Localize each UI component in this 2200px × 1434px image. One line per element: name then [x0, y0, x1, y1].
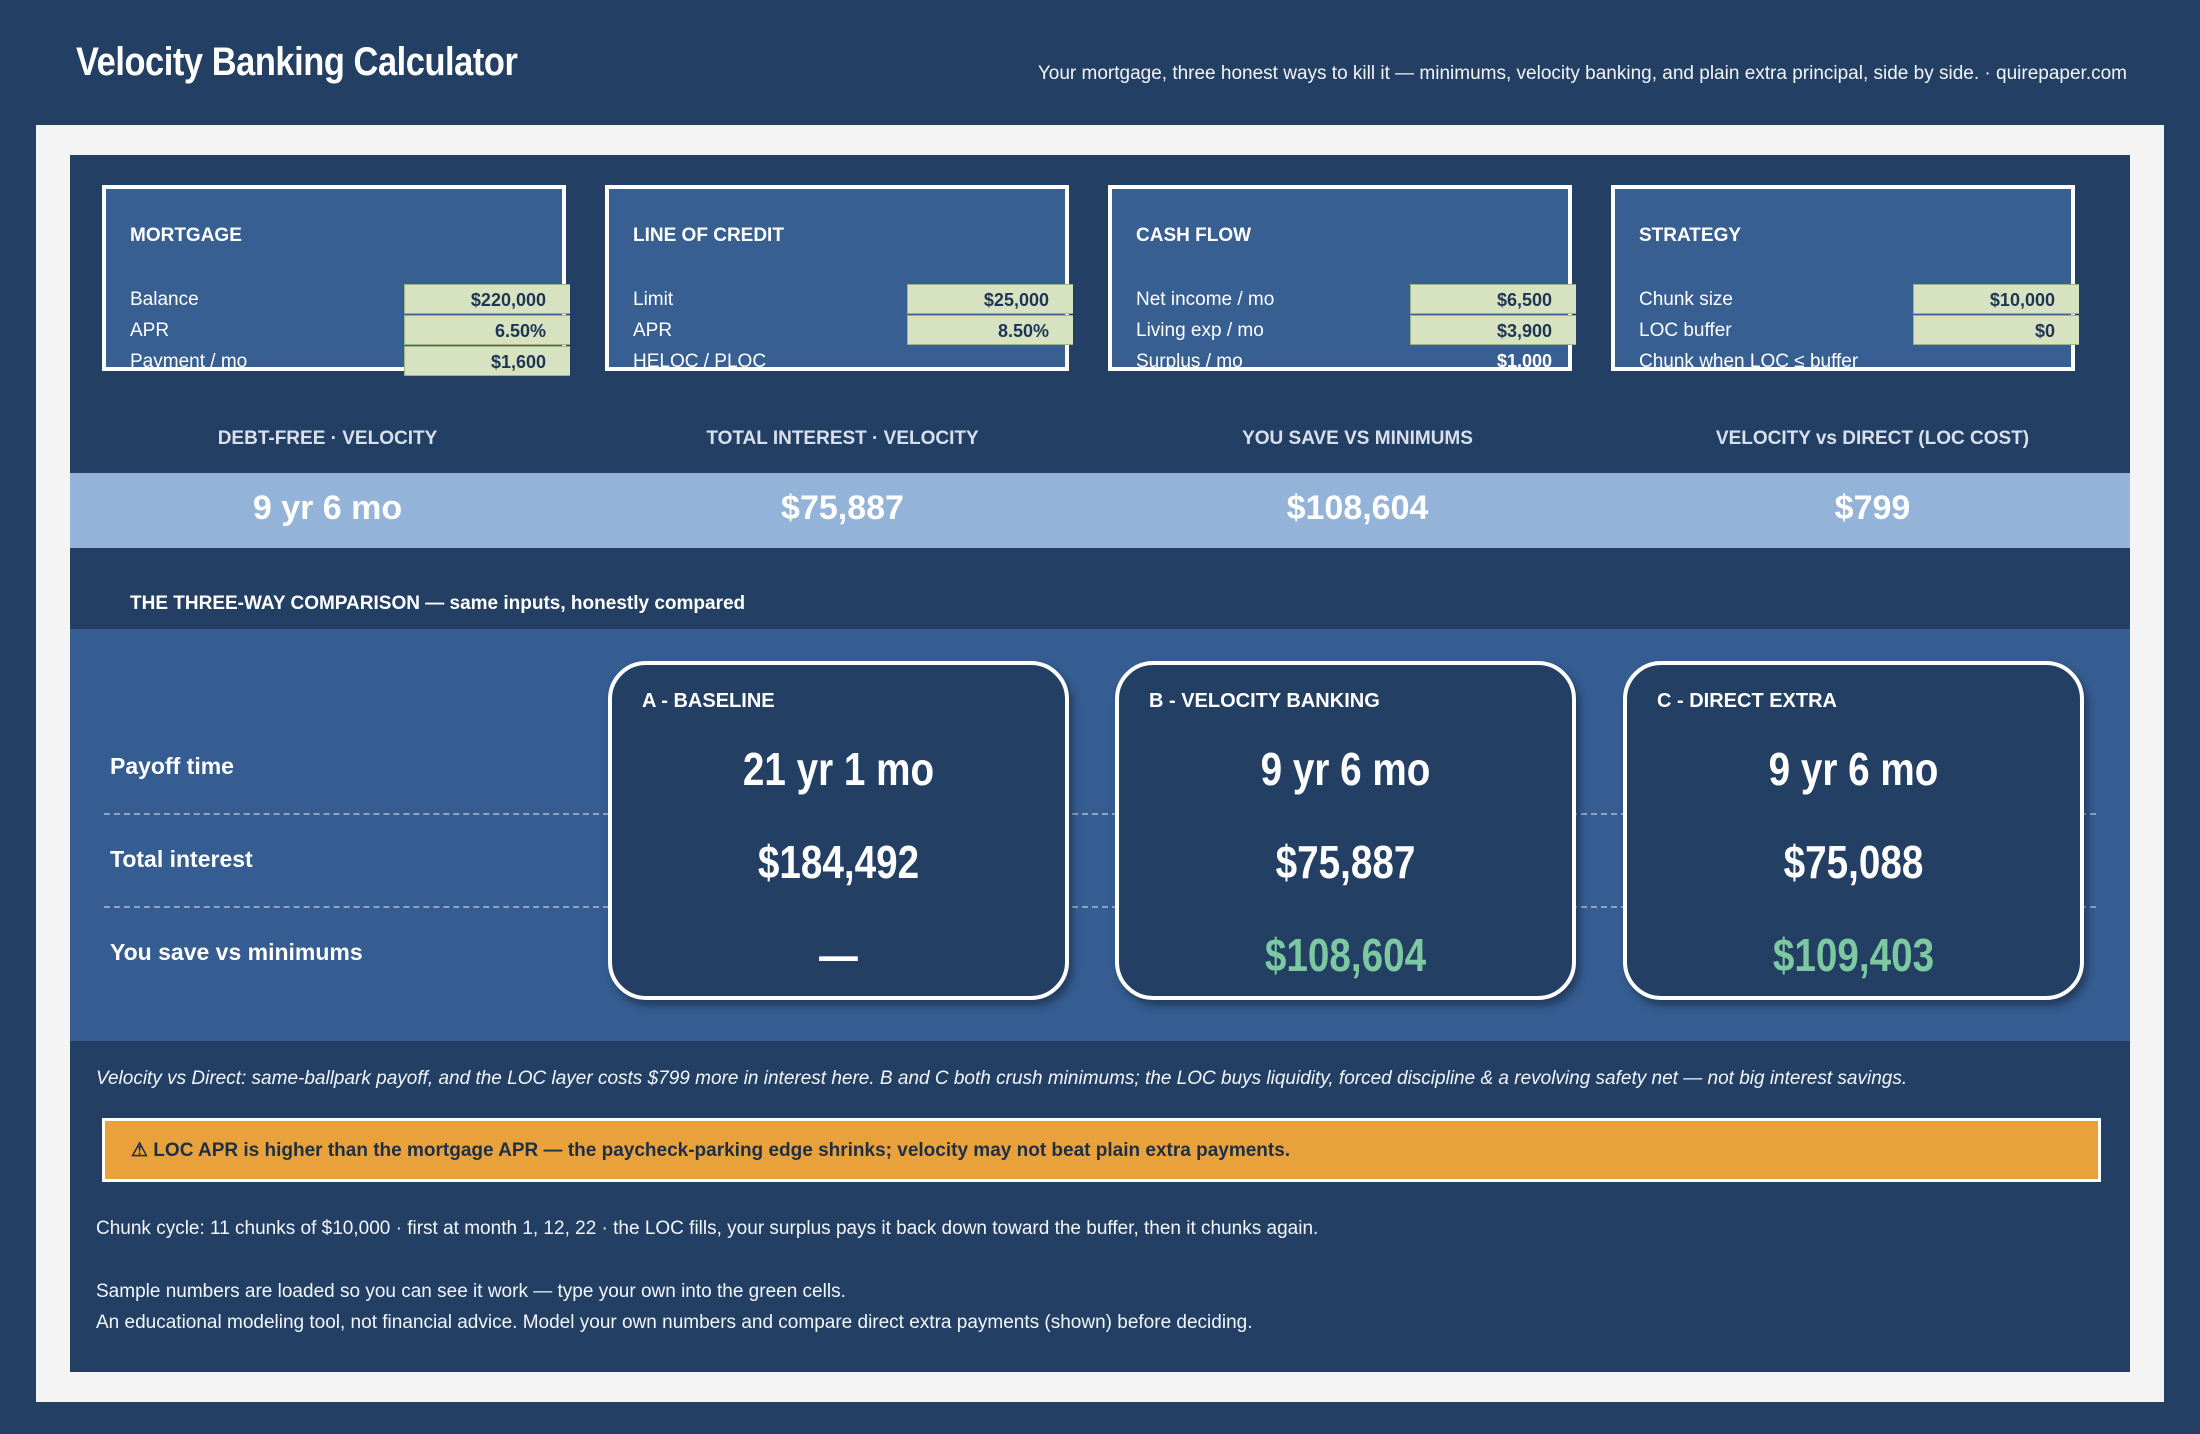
row-label: Living exp / mo — [1136, 320, 1264, 341]
mortgage-input-box: MORTGAGE Balance $220,000 APR 6.50% Paym… — [102, 185, 570, 376]
cash-flow-input-box: CASH FLOW Net income / mo $6,500 Living … — [1108, 185, 1576, 372]
row-label: Balance — [130, 289, 199, 310]
sample-note-text: Sample numbers are loaded so you can see… — [96, 1281, 846, 1302]
row-label: Net income / mo — [1136, 289, 1275, 310]
card-title: A - BASELINE — [642, 690, 775, 712]
payoff-time-value: 9 yr 6 mo — [1260, 743, 1431, 795]
metric-label-total-interest: Total interest — [110, 846, 253, 872]
input-row-loc-buffer: LOC buffer $0 — [1615, 315, 2079, 347]
input-row-chunk-rule: Chunk when LOC ≤ buffer — [1615, 346, 2071, 378]
kpi-label-total-interest: TOTAL INTEREST · VELOCITY — [706, 428, 979, 449]
loc-limit-input[interactable]: $25,000 — [907, 284, 1073, 314]
savings-value: $109,403 — [1772, 929, 1935, 981]
disclaimer-text: An educational modeling tool, not financ… — [96, 1312, 1253, 1333]
box-title: STRATEGY — [1639, 225, 1742, 246]
app-title: Velocity Banking Calculator — [76, 40, 518, 84]
surplus-value: $1,000 — [1496, 351, 1552, 371]
scenario-card-baseline: A - BASELINE 21 yr 1 mo $184,492 — — [608, 661, 1069, 1000]
mortgage-payment-input[interactable]: $1,600 — [404, 346, 570, 376]
kpi-label-debt-free: DEBT-FREE · VELOCITY — [217, 428, 438, 449]
row-label: APR — [633, 320, 673, 341]
kpi-label-savings: YOU SAVE VS MINIMUMS — [1242, 428, 1473, 449]
kpi-band — [70, 473, 2130, 548]
line-of-credit-input-box: LINE OF CREDIT Limit $25,000 APR 8.50% H… — [605, 185, 1073, 372]
kpi-value-loc-cost: $799 — [1834, 489, 1911, 527]
row-label: Surplus / mo — [1136, 351, 1243, 372]
payoff-time-value: 9 yr 6 mo — [1768, 743, 1939, 795]
box-title: CASH FLOW — [1136, 225, 1252, 246]
kpi-value-debt-free: 9 yr 6 mo — [252, 489, 403, 527]
box-title: MORTGAGE — [130, 225, 242, 246]
loc-apr-input[interactable]: 8.50% — [907, 315, 1073, 345]
total-interest-value: $184,492 — [757, 836, 920, 888]
input-row-heloc: HELOC / PLOC — [609, 346, 1065, 378]
calculator-sheet: MORTGAGE Balance $220,000 APR 6.50% Paym… — [70, 155, 2130, 1372]
loc-buffer-input[interactable]: $0 — [1913, 315, 2079, 345]
chunk-cycle-text: Chunk cycle: 11 chunks of $10,000 · firs… — [96, 1218, 1319, 1239]
comparison-note: Velocity vs Direct: same-ballpark payoff… — [96, 1068, 1908, 1089]
metric-label-payoff-time: Payoff time — [110, 753, 234, 779]
total-interest-value: $75,088 — [1783, 836, 1924, 888]
row-label: Payment / mo — [130, 351, 248, 372]
input-row-apr: APR 6.50% — [106, 315, 570, 347]
row-label: Chunk size — [1639, 289, 1733, 310]
input-row-apr: APR 8.50% — [609, 315, 1073, 347]
input-row-living-expenses: Living exp / mo $3,900 — [1112, 315, 1576, 347]
row-divider — [104, 813, 2096, 815]
total-interest-value: $75,887 — [1275, 836, 1416, 888]
savings-value: $108,604 — [1264, 929, 1427, 981]
input-row-surplus: Surplus / mo $1,000 — [1112, 346, 1568, 378]
input-row-limit: Limit $25,000 — [609, 284, 1073, 316]
warning-banner: ⚠ LOC APR is higher than the mortgage AP… — [102, 1118, 2101, 1182]
scenario-card-direct-extra: C - DIRECT EXTRA 9 yr 6 mo $75,088 $109,… — [1623, 661, 2084, 1000]
chunk-size-input[interactable]: $10,000 — [1913, 284, 2079, 314]
header-tagline: Your mortgage, three honest ways to kill… — [1037, 63, 2127, 84]
mortgage-apr-input[interactable]: 6.50% — [404, 315, 570, 345]
card-title: B - VELOCITY BANKING — [1149, 690, 1380, 712]
metric-label-savings: You save vs minimums — [110, 939, 363, 965]
input-row-chunk-size: Chunk size $10,000 — [1615, 284, 2079, 316]
row-label: Chunk when LOC ≤ buffer — [1639, 351, 1859, 372]
row-label: LOC buffer — [1639, 320, 1732, 341]
kpi-value-savings: $108,604 — [1286, 489, 1429, 527]
comparison-heading: THE THREE-WAY COMPARISON — same inputs, … — [130, 593, 746, 614]
kpi-label-loc-cost: VELOCITY vs DIRECT (LOC COST) — [1715, 428, 2030, 449]
strategy-input-box: STRATEGY Chunk size $10,000 LOC buffer $… — [1611, 185, 2079, 372]
row-label: APR — [130, 320, 170, 341]
input-row-balance: Balance $220,000 — [106, 284, 570, 316]
input-row-payment: Payment / mo $1,600 — [106, 346, 570, 378]
row-label: HELOC / PLOC — [633, 351, 767, 372]
net-income-input[interactable]: $6,500 — [1410, 284, 1576, 314]
input-row-net-income: Net income / mo $6,500 — [1112, 284, 1576, 316]
card-title: C - DIRECT EXTRA — [1657, 690, 1837, 712]
payoff-time-value: 21 yr 1 mo — [742, 743, 935, 795]
warning-text: ⚠ LOC APR is higher than the mortgage AP… — [131, 1140, 1291, 1161]
savings-value: — — [819, 929, 858, 981]
mortgage-balance-input[interactable]: $220,000 — [404, 284, 570, 314]
living-expenses-input[interactable]: $3,900 — [1410, 315, 1576, 345]
kpi-value-total-interest: $75,887 — [781, 489, 904, 527]
row-label: Limit — [633, 289, 674, 310]
scenario-card-velocity: B - VELOCITY BANKING 9 yr 6 mo $75,887 $… — [1115, 661, 1576, 1000]
box-title: LINE OF CREDIT — [633, 225, 784, 246]
row-divider — [104, 906, 2096, 908]
